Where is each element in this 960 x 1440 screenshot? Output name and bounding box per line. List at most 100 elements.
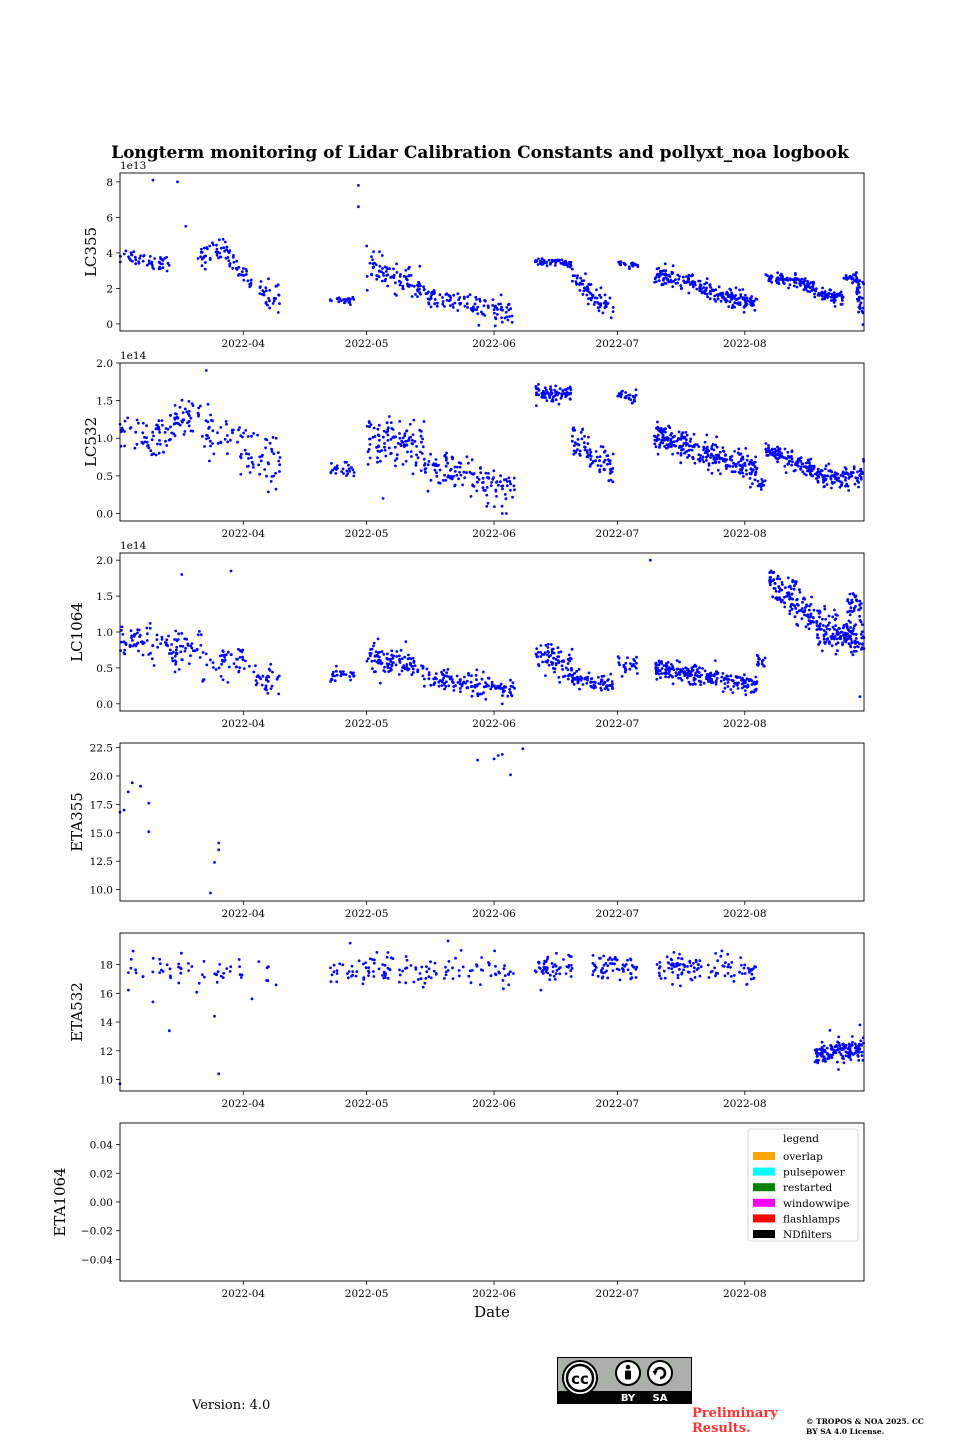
data-point [202, 246, 206, 250]
data-point [749, 977, 753, 981]
x-tick-label: 2022-06 [472, 718, 516, 730]
data-point [219, 974, 223, 978]
data-point [617, 392, 621, 396]
data-point [733, 682, 736, 685]
data-point [365, 244, 369, 248]
data-point [445, 680, 448, 684]
data-point [721, 446, 725, 449]
data-point [822, 629, 826, 632]
data-point [600, 688, 603, 692]
data-point [826, 296, 830, 299]
data-point [568, 659, 572, 663]
data-point [382, 429, 386, 433]
data-point [366, 463, 370, 466]
data-point [361, 982, 365, 986]
data-point [824, 625, 828, 628]
data-point [268, 299, 271, 303]
data-point [763, 656, 767, 660]
data-point [684, 666, 687, 670]
data-point [734, 286, 738, 290]
data-point [386, 439, 390, 442]
data-point [699, 680, 703, 684]
data-point [427, 301, 431, 304]
data-point [554, 657, 558, 661]
data-point [827, 469, 831, 473]
data-point [392, 274, 396, 277]
data-point [689, 674, 693, 677]
data-point [364, 961, 368, 964]
data-point [200, 250, 204, 254]
data-point [403, 432, 407, 435]
data-point [409, 450, 413, 453]
data-point [177, 981, 181, 985]
data-point [825, 638, 829, 641]
data-point [225, 422, 228, 426]
data-point [723, 459, 726, 463]
data-point [386, 426, 390, 430]
data-point [611, 310, 615, 313]
data-point [473, 685, 477, 689]
data-point [846, 484, 850, 488]
y-tick-label: 17.5 [90, 799, 113, 811]
data-point [858, 614, 861, 618]
data-point [809, 622, 812, 625]
data-point [743, 689, 747, 692]
data-point [814, 1059, 818, 1063]
data-point [714, 300, 718, 303]
data-point [506, 694, 510, 698]
data-point [550, 648, 554, 651]
data-point [381, 974, 384, 977]
data-point [820, 649, 824, 653]
data-point [606, 688, 610, 692]
data-point [401, 436, 405, 440]
data-point [277, 293, 280, 297]
data-point [798, 588, 801, 591]
data-point [664, 430, 667, 434]
data-point [509, 773, 512, 777]
y-axis-label: ETA355 [68, 792, 86, 852]
data-point [475, 308, 478, 312]
data-point [254, 664, 257, 668]
data-point [179, 966, 182, 970]
data-point [742, 310, 746, 314]
data-point [671, 285, 675, 288]
data-point [456, 309, 460, 312]
data-point [831, 295, 835, 298]
data-point [368, 652, 372, 656]
data-point [341, 467, 345, 471]
data-point [721, 690, 725, 693]
data-point [858, 286, 862, 289]
data-point [490, 481, 493, 484]
data-point [569, 975, 573, 978]
data-point [714, 971, 718, 975]
data-point [671, 271, 675, 275]
data-point [664, 276, 668, 280]
data-point [860, 648, 863, 651]
data-point [820, 469, 824, 472]
data-point [823, 1050, 827, 1054]
data-point [211, 442, 214, 445]
data-point [552, 651, 556, 655]
y-tick-label: 14 [100, 1017, 114, 1029]
data-point [378, 661, 382, 665]
data-point [808, 286, 812, 290]
data-point [659, 676, 662, 680]
data-point [335, 969, 339, 972]
data-point [677, 430, 681, 434]
data-point [383, 445, 386, 449]
data-point [633, 262, 637, 266]
data-point [743, 304, 747, 308]
data-point [778, 597, 782, 601]
y-tick-label: 18 [100, 960, 113, 972]
data-point [702, 448, 705, 452]
data-point [826, 474, 830, 478]
data-point [505, 306, 509, 309]
data-point [754, 965, 757, 969]
data-point [629, 662, 632, 665]
data-point [677, 277, 681, 281]
axis-offset-label: 1e14 [120, 540, 147, 552]
data-point [420, 440, 423, 444]
data-point [500, 702, 504, 706]
data-point [761, 480, 765, 484]
data-point [423, 677, 426, 681]
